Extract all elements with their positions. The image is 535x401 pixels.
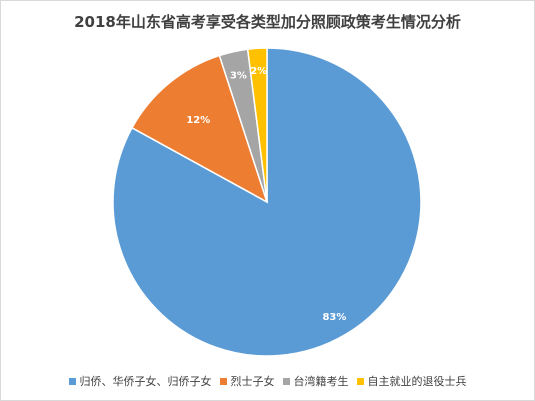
pie-slice-2 <box>131 54 269 204</box>
legend-swatch-1 <box>68 377 76 385</box>
legend-label-4: 自主就业的退役士兵 <box>367 375 467 388</box>
legend-item-4: 自主就业的退役士兵 <box>356 373 467 389</box>
legend-swatch-3 <box>282 377 290 385</box>
data-label-3: 3% <box>230 70 247 81</box>
legend-item-3: 台湾籍考生 <box>282 373 349 389</box>
data-label-2: 12% <box>186 115 210 126</box>
legend-swatch-2 <box>219 377 227 385</box>
legend-label-2: 烈士子女 <box>230 375 275 388</box>
data-label-4: 2% <box>250 66 267 77</box>
legend-label-1: 归侨、华侨子女、归侨子女 <box>79 375 212 388</box>
legend-item-1: 归侨、华侨子女、归侨子女 <box>68 373 212 389</box>
data-label-1: 83% <box>322 312 346 323</box>
pie-slice-4 <box>246 47 268 203</box>
chart-title: 2018年山东省高考享受各类型加分照顾政策考生情况分析 <box>74 13 461 31</box>
legend-swatch-4 <box>356 377 364 385</box>
legend-label-3: 台湾籍考生 <box>293 375 349 388</box>
chart-legend: 归侨、华侨子女、归侨子女 烈士子女 台湾籍考生 自主就业的退役士兵 <box>1 373 534 389</box>
legend-item-2: 烈士子女 <box>219 373 275 389</box>
